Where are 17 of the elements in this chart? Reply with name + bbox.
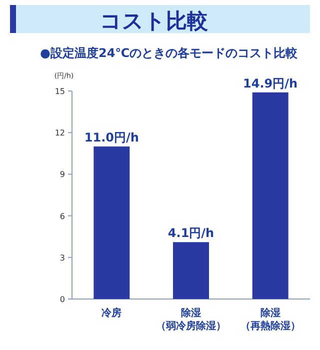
y-tick-label: 9 [60, 170, 65, 180]
bar [94, 146, 130, 299]
bar [252, 92, 288, 299]
x-tick-label: 除湿（再熱除湿） [240, 307, 300, 332]
y-tick-label: 15 [54, 87, 65, 96]
x-tick-label: 冷房 [102, 307, 122, 319]
x-tick-label: 除湿（弱冷房除湿） [156, 307, 226, 332]
data-label: 14.9円/h [243, 76, 298, 90]
chart-title: コスト比較 [100, 9, 209, 33]
y-tick-label: 0 [60, 295, 65, 304]
chart-subtitle: ●設定温度24℃のときの各モードのコスト比較 [40, 46, 299, 60]
y-tick-label: 6 [60, 212, 65, 221]
data-label: 11.0円/h [84, 130, 139, 144]
bar [173, 242, 209, 299]
y-tick-label: 12 [54, 128, 65, 138]
y-tick-label: 3 [60, 253, 65, 262]
data-label: 4.1円/h [168, 226, 214, 240]
